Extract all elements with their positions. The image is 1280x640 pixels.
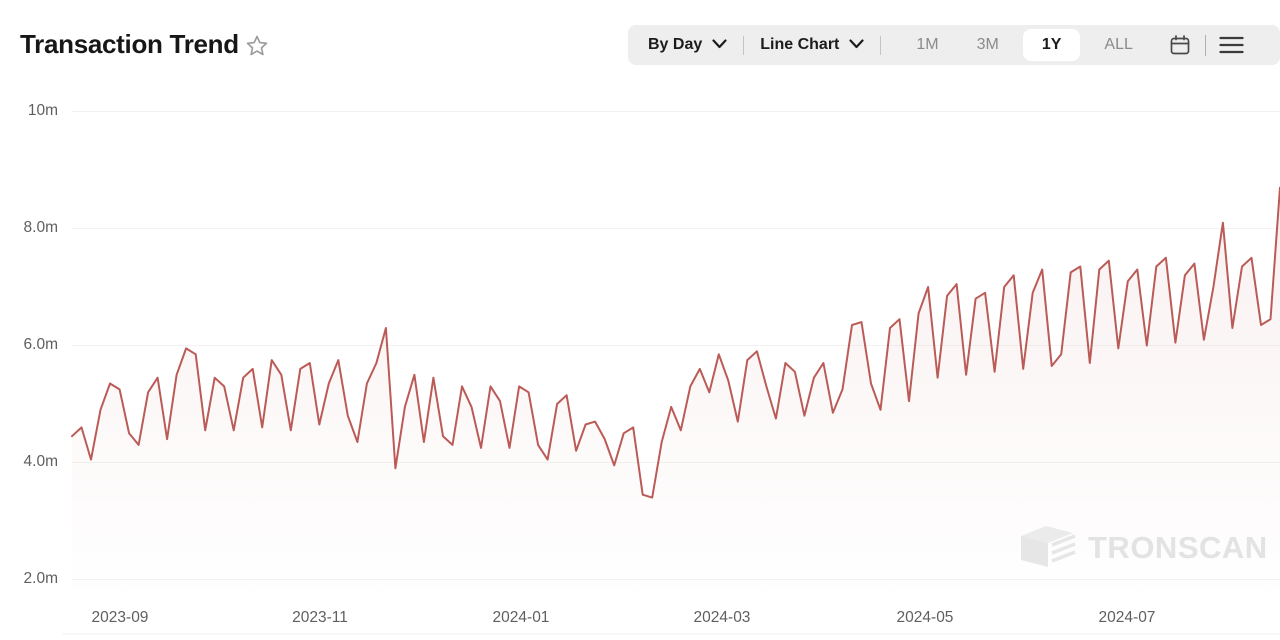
y-axis-tick: 4.0m bbox=[23, 453, 58, 470]
range-button-all[interactable]: ALL bbox=[1104, 36, 1133, 53]
menu-icon[interactable] bbox=[1219, 34, 1244, 56]
x-axis-tick: 2023-11 bbox=[292, 609, 348, 626]
page-title: Transaction Trend bbox=[20, 29, 239, 59]
x-axis-tick: 2024-07 bbox=[1098, 609, 1156, 626]
chart-controls-bar: By Day Line Chart 1M 3M 1Y ALL bbox=[628, 25, 1280, 65]
y-axis-tick: 2.0m bbox=[23, 570, 58, 587]
x-axis-tick: 2023-09 bbox=[91, 609, 149, 626]
range-button-3m[interactable]: 3M bbox=[976, 36, 999, 53]
range-button-1m[interactable]: 1M bbox=[916, 36, 939, 53]
y-axis-tick: 6.0m bbox=[23, 336, 58, 353]
chart-type-dropdown[interactable]: Line Chart bbox=[760, 36, 864, 54]
x-axis-tick: 2024-01 bbox=[492, 609, 550, 626]
calendar-icon[interactable] bbox=[1168, 33, 1192, 57]
tronscan-logo-icon bbox=[1018, 521, 1076, 574]
chevron-down-icon bbox=[849, 36, 864, 54]
chart-header: Transaction Trend By Day Line Chart 1M 3… bbox=[0, 0, 1280, 80]
tronscan-watermark: TRONSCAN bbox=[1018, 521, 1268, 574]
divider bbox=[1204, 34, 1206, 56]
trend-area bbox=[72, 187, 1280, 600]
x-axis-tick: 2024-03 bbox=[693, 609, 751, 626]
y-axis-tick: 10m bbox=[27, 102, 58, 119]
group-by-dropdown[interactable]: By Day bbox=[648, 36, 727, 54]
divider bbox=[880, 35, 882, 55]
group-by-label: By Day bbox=[648, 36, 703, 53]
trend-line bbox=[71, 186, 1280, 499]
watermark-text: TRONSCAN bbox=[1088, 529, 1268, 565]
chevron-down-icon bbox=[712, 36, 727, 54]
y-axis-tick: 8.0m bbox=[23, 219, 58, 236]
x-axis-tick: 2024-05 bbox=[896, 609, 954, 626]
chart-type-label: Line Chart bbox=[760, 36, 840, 53]
favorite-star-icon[interactable] bbox=[245, 34, 269, 58]
divider bbox=[743, 35, 745, 55]
range-button-1y[interactable]: 1Y bbox=[1022, 29, 1081, 61]
